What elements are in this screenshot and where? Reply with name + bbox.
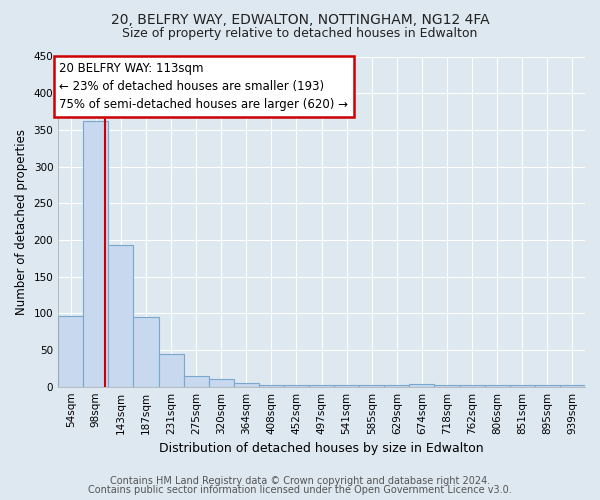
Bar — [58, 316, 83, 386]
Bar — [560, 385, 585, 386]
Bar — [385, 385, 409, 386]
Y-axis label: Number of detached properties: Number of detached properties — [15, 128, 28, 314]
Bar — [485, 385, 510, 386]
Bar — [434, 385, 460, 386]
Bar — [309, 385, 334, 386]
Bar — [109, 245, 133, 386]
Bar — [184, 376, 209, 386]
Text: Size of property relative to detached houses in Edwalton: Size of property relative to detached ho… — [122, 28, 478, 40]
Text: Contains public sector information licensed under the Open Government Licence v3: Contains public sector information licen… — [88, 485, 512, 495]
Bar — [209, 380, 234, 386]
Bar — [133, 317, 158, 386]
Bar — [535, 385, 560, 386]
Bar — [158, 354, 184, 386]
Bar — [460, 385, 485, 386]
Bar — [234, 383, 259, 386]
X-axis label: Distribution of detached houses by size in Edwalton: Distribution of detached houses by size … — [159, 442, 484, 455]
Text: 20 BELFRY WAY: 113sqm
← 23% of detached houses are smaller (193)
75% of semi-det: 20 BELFRY WAY: 113sqm ← 23% of detached … — [59, 62, 349, 110]
Bar — [83, 121, 109, 386]
Bar — [510, 385, 535, 386]
Bar — [409, 384, 434, 386]
Bar — [359, 385, 385, 386]
Bar — [259, 385, 284, 386]
Bar — [334, 385, 359, 386]
Text: Contains HM Land Registry data © Crown copyright and database right 2024.: Contains HM Land Registry data © Crown c… — [110, 476, 490, 486]
Bar — [284, 385, 309, 386]
Text: 20, BELFRY WAY, EDWALTON, NOTTINGHAM, NG12 4FA: 20, BELFRY WAY, EDWALTON, NOTTINGHAM, NG… — [110, 12, 490, 26]
